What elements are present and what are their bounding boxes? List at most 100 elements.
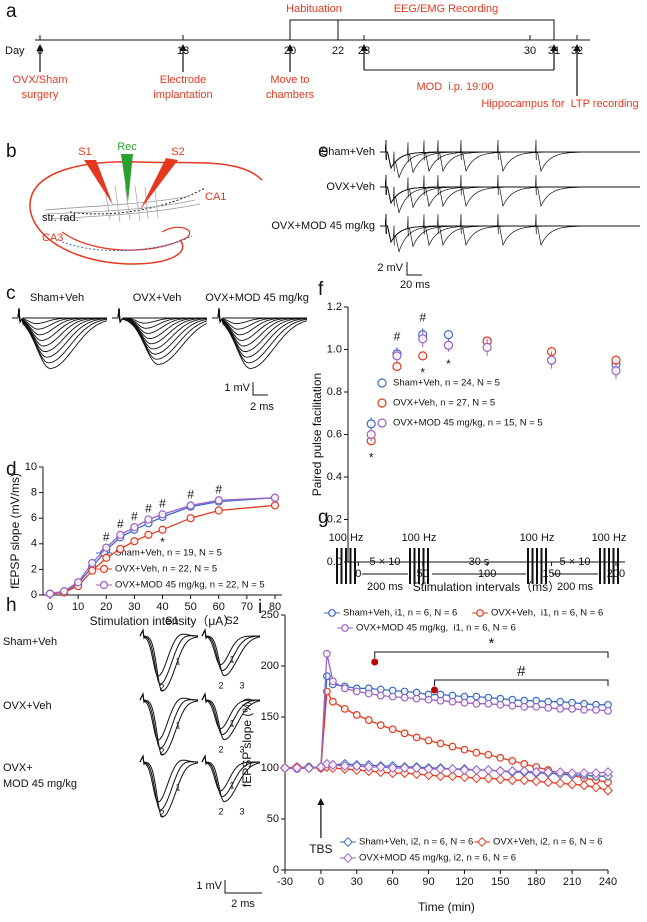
legend-label: OVX+MOD 45 mg/kg, i2, n = 6, N = 6 (359, 853, 516, 864)
x-tick-label: 40 (156, 601, 168, 613)
legend-label: Sham+Veh, n = 24, N = 5 (393, 378, 500, 389)
data-point (519, 775, 530, 786)
arrow-head (36, 44, 44, 51)
x-tick-label: 30 (128, 601, 140, 613)
legend-label: OVX+Veh, n = 22, N = 5 (115, 564, 217, 575)
annotation: # (103, 530, 110, 544)
event-label: Hippocampus for LTP recording (481, 98, 638, 110)
trace-marker: 1 (175, 720, 180, 730)
schematic-label: Rec (117, 141, 137, 153)
trace (201, 628, 260, 666)
data-point (556, 704, 565, 713)
data-point (45, 589, 55, 598)
trace (112, 307, 207, 340)
trace (380, 213, 640, 247)
trace-marker: 2 (218, 806, 223, 816)
y-tick-label: 0.6 (327, 428, 342, 440)
data-point (459, 772, 470, 783)
group-label: OVX+Veh (326, 181, 375, 193)
group-label: Sham+Veh (30, 292, 84, 304)
y-tick-label: 0 (31, 589, 37, 601)
panel-label: e (318, 141, 329, 162)
trace-marker: 2 (218, 680, 223, 690)
trace (380, 139, 640, 173)
x-axis-label: Stimulation intensity（μA） (90, 614, 236, 628)
data-point (495, 766, 506, 777)
data-point (387, 762, 398, 774)
legend-marker (342, 852, 354, 864)
annotation: TBS (309, 842, 332, 856)
data-point (74, 578, 83, 587)
trace (380, 213, 640, 248)
arrow-head (360, 44, 368, 51)
trace-marker: 1 (229, 654, 234, 664)
bracket-dot (371, 658, 379, 666)
data-point (144, 515, 153, 524)
annotation: # (394, 330, 401, 344)
arrow-head (573, 44, 581, 51)
arrow-head (286, 44, 294, 51)
data-point (376, 721, 385, 730)
data-point (579, 780, 590, 791)
y-tick-label: 2 (31, 563, 37, 575)
trace (380, 139, 640, 174)
trace (380, 139, 640, 173)
trace (380, 139, 640, 179)
data-point (602, 767, 614, 778)
data-point (520, 702, 529, 711)
data-point (418, 334, 428, 344)
trace (380, 174, 640, 208)
trace-marker: 3 (239, 806, 244, 816)
data-point (471, 773, 482, 784)
trace (201, 628, 260, 672)
trace (201, 754, 260, 798)
data-point (611, 366, 621, 376)
data-point (158, 525, 167, 534)
data-point (130, 523, 139, 532)
data-point (158, 510, 167, 519)
x-axis-label: Stimulation intervals（ms） (413, 580, 560, 594)
data-point (482, 342, 492, 352)
schematic-label: S1 (78, 146, 91, 158)
data-point (579, 768, 590, 779)
data-point (424, 736, 433, 745)
x-tick-label: 70 (241, 601, 253, 613)
schematic-label: CA1 (205, 191, 226, 203)
legend-label: OVX+Veh, n = 27, N = 5 (393, 398, 495, 409)
day-label: 22 (332, 45, 344, 57)
trace (12, 307, 108, 358)
trace (201, 628, 261, 677)
data-point (591, 782, 602, 793)
scale-label: 2 ms (231, 898, 255, 910)
data-point (352, 711, 361, 719)
data-point (322, 672, 331, 681)
x-tick-label: 10 (72, 601, 84, 613)
x-tick-label: 80 (269, 601, 281, 613)
hippocampus-schematic (29, 154, 263, 265)
y-tick-label: 6 (31, 512, 37, 524)
data-point (531, 767, 542, 778)
trace (139, 692, 198, 741)
data-point (322, 649, 331, 658)
panel-label: f (318, 279, 324, 300)
electrode-rec (121, 154, 133, 202)
trace (380, 139, 640, 173)
data-point (507, 775, 518, 786)
series-line (284, 674, 608, 769)
data-point (411, 769, 422, 780)
group-label: OVX+Veh (133, 292, 182, 304)
phase-label: EEG/EMG Recording (394, 3, 499, 15)
data-point (392, 361, 402, 372)
data-point (459, 765, 470, 776)
panel-label: d (6, 459, 17, 480)
data-point (496, 700, 505, 709)
annotation: # (215, 482, 222, 496)
trace (139, 754, 199, 818)
data-point (400, 693, 409, 702)
data-point (375, 761, 386, 772)
trace (380, 213, 640, 253)
legend-label: Sham+Veh, i2, n = 6, N = 6 (359, 837, 473, 848)
column-label: S1 (165, 615, 178, 627)
trace (12, 307, 108, 369)
y-tick-label: 8 (31, 487, 37, 499)
